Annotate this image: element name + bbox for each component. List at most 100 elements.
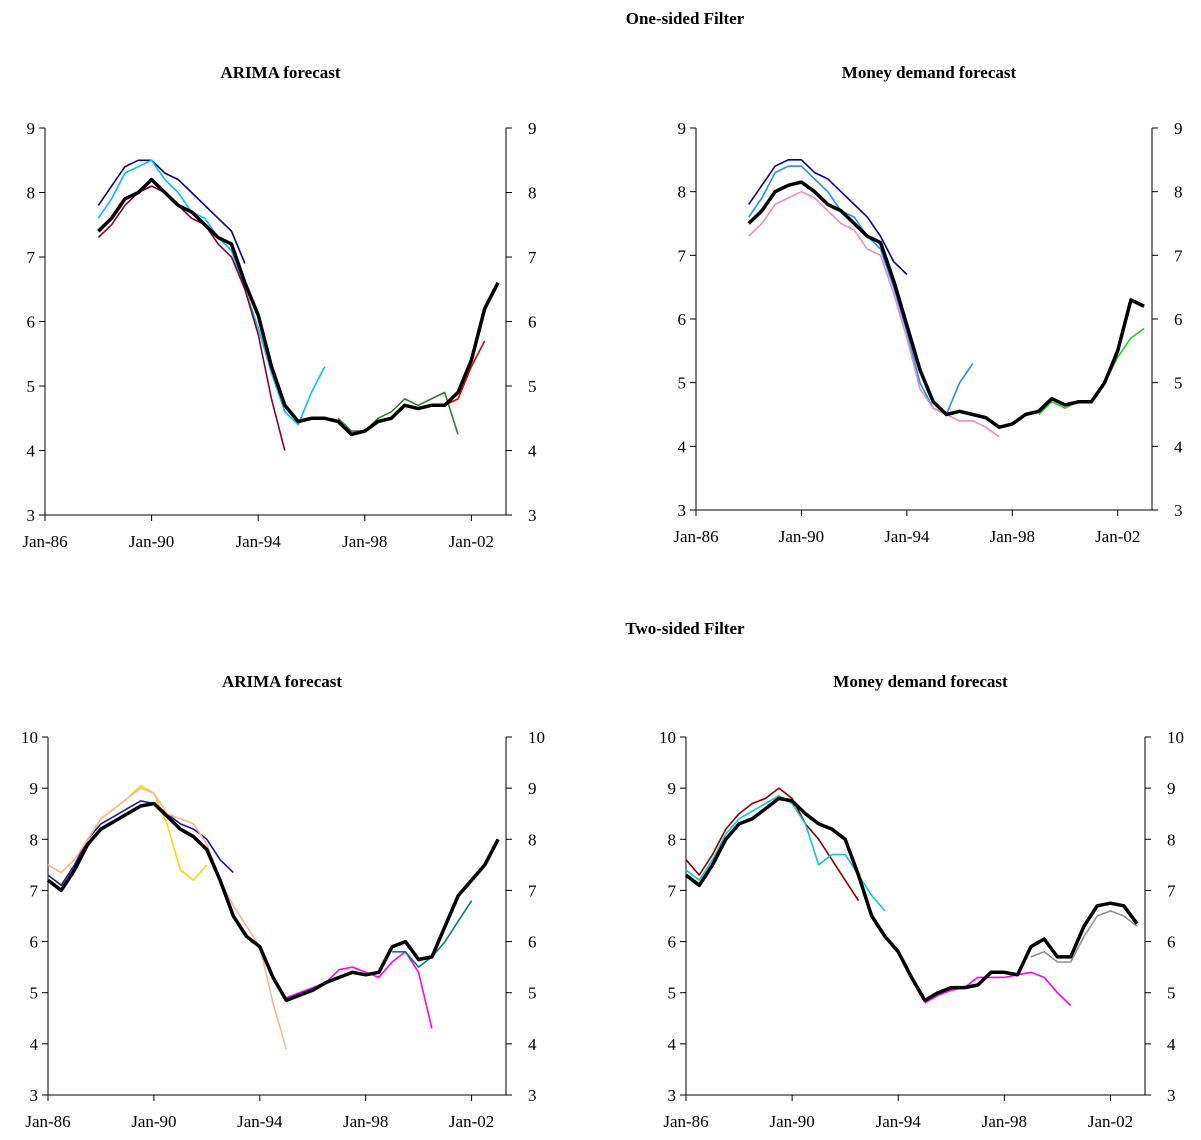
y2-tick-label: 7 [1167, 881, 1176, 900]
x-tick-label: Jan-02 [449, 532, 494, 551]
series-line [97, 159, 326, 426]
y2-tick-label: 6 [1167, 933, 1176, 952]
y2-tick-label: 3 [528, 1086, 537, 1105]
series-line [97, 159, 246, 264]
chart-title: ARIMA forecast [220, 63, 340, 82]
x-tick-label: Jan-94 [237, 1112, 283, 1131]
x-tick-label: Jan-02 [449, 1112, 494, 1131]
y2-tick-label: 7 [528, 248, 537, 267]
y2-tick-label: 5 [528, 984, 537, 1003]
y2-tick-label: 3 [1174, 501, 1183, 520]
x-tick-label: Jan-98 [343, 1112, 388, 1131]
x-tick-label: Jan-90 [131, 1112, 176, 1131]
x-tick-label: Jan-02 [1095, 527, 1140, 546]
series-line [685, 795, 886, 912]
y-tick-label: 6 [668, 933, 677, 952]
y-tick-label: 9 [678, 119, 687, 138]
y-tick-label: 9 [668, 779, 677, 798]
y-tick-label: 4 [678, 437, 687, 456]
series-line [47, 787, 288, 1050]
y-tick-label: 10 [21, 728, 38, 747]
x-tick-label: Jan-98 [982, 1112, 1027, 1131]
y2-tick-label: 3 [528, 506, 537, 525]
series-line [46, 801, 500, 1003]
y-tick-label: 5 [668, 984, 677, 1003]
y-tick-label: 5 [30, 984, 39, 1003]
y-tick-label: 8 [678, 183, 687, 202]
y-tick-label: 8 [668, 830, 677, 849]
x-tick-label: Jan-94 [884, 527, 930, 546]
y2-tick-label: 9 [1167, 779, 1176, 798]
y-tick-label: 3 [30, 1086, 39, 1105]
x-tick-label: Jan-94 [236, 532, 282, 551]
y2-tick-label: 9 [1174, 119, 1183, 138]
section-title: One-sided Filter [626, 9, 745, 28]
series-line [97, 185, 286, 451]
y2-tick-label: 7 [1174, 246, 1183, 265]
y-tick-label: 8 [27, 184, 36, 203]
y2-tick-label: 8 [528, 830, 537, 849]
y2-tick-label: 9 [528, 779, 537, 798]
y2-tick-label: 4 [528, 442, 537, 461]
series-line [748, 159, 908, 275]
x-tick-label: Jan-90 [769, 1112, 814, 1131]
y-tick-label: 10 [659, 728, 676, 747]
y2-tick-label: 5 [1167, 984, 1176, 1003]
y-tick-label: 6 [678, 310, 687, 329]
series-line [748, 190, 1000, 438]
chart-title: Money demand forecast [842, 63, 1017, 82]
y-tick-label: 4 [668, 1035, 677, 1054]
y-tick-label: 7 [27, 248, 36, 267]
y2-tick-label: 9 [528, 119, 537, 138]
section-title: Two-sided Filter [625, 619, 745, 638]
y2-tick-label: 5 [1174, 374, 1183, 393]
y-tick-label: 9 [30, 779, 39, 798]
x-tick-label: Jan-98 [990, 527, 1035, 546]
y2-tick-label: 4 [528, 1035, 537, 1054]
series-line [684, 796, 1139, 1003]
y-tick-label: 8 [30, 830, 39, 849]
series-line [747, 180, 1145, 429]
y2-tick-label: 8 [528, 184, 537, 203]
y-tick-label: 3 [27, 506, 36, 525]
y2-tick-label: 3 [1167, 1086, 1176, 1105]
y2-tick-label: 4 [1174, 437, 1183, 456]
x-tick-label: Jan-94 [876, 1112, 922, 1131]
y-tick-label: 3 [668, 1086, 677, 1105]
series-line [924, 971, 1072, 1007]
series-line [97, 177, 500, 437]
chart-title: ARIMA forecast [222, 672, 342, 691]
y-tick-label: 7 [30, 881, 39, 900]
y2-tick-label: 6 [528, 313, 537, 332]
x-tick-label: Jan-86 [25, 1112, 70, 1131]
series-line [748, 165, 974, 416]
x-tick-label: Jan-98 [342, 532, 387, 551]
y-tick-label: 3 [678, 501, 687, 520]
y2-tick-label: 4 [1167, 1035, 1176, 1054]
y2-tick-label: 5 [528, 377, 537, 396]
y2-tick-label: 8 [1167, 830, 1176, 849]
x-tick-label: Jan-90 [129, 532, 174, 551]
y2-tick-label: 8 [1174, 183, 1183, 202]
x-tick-label: Jan-86 [22, 532, 67, 551]
x-tick-label: Jan-86 [673, 527, 718, 546]
y-tick-label: 5 [678, 374, 687, 393]
y-tick-label: 4 [30, 1035, 39, 1054]
x-tick-label: Jan-02 [1088, 1112, 1133, 1131]
x-tick-label: Jan-86 [663, 1112, 708, 1131]
y2-tick-label: 6 [528, 933, 537, 952]
x-tick-label: Jan-90 [779, 527, 824, 546]
series-line [1030, 910, 1138, 963]
y2-tick-label: 7 [528, 881, 537, 900]
y-tick-label: 7 [678, 246, 687, 265]
chart-title: Money demand forecast [833, 672, 1008, 691]
y2-tick-label: 6 [1174, 310, 1183, 329]
y2-tick-label: 10 [1167, 728, 1184, 747]
y2-tick-label: 10 [528, 728, 545, 747]
y-tick-label: 6 [30, 933, 39, 952]
y-tick-label: 4 [27, 442, 36, 461]
y-tick-label: 7 [668, 881, 677, 900]
series-line [47, 800, 234, 887]
y-tick-label: 9 [27, 119, 36, 138]
